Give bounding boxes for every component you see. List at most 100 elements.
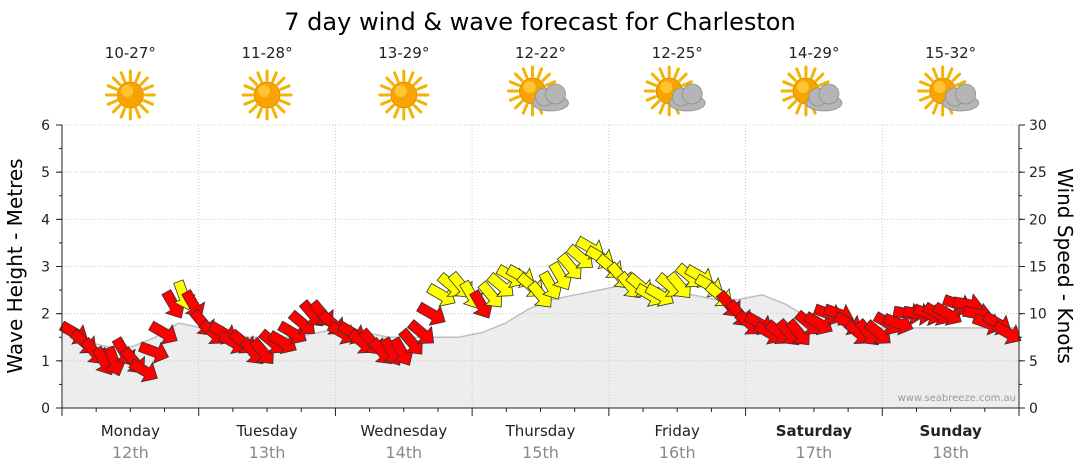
wind-arrow: [249, 336, 275, 365]
wind-arrow-shape: [486, 271, 514, 297]
partly-cloudy-icon: [643, 65, 706, 117]
sun-highlight: [933, 81, 946, 93]
sun-ray: [645, 80, 657, 87]
day-name: Saturday: [776, 422, 853, 440]
day-name: Friday: [654, 422, 700, 440]
sun-ray: [918, 95, 931, 102]
sun-ray: [142, 99, 155, 106]
sun-ray: [248, 104, 258, 114]
cloud-shape: [668, 83, 706, 112]
sun-ray: [412, 104, 423, 114]
day-name: Sunday: [919, 422, 982, 440]
wind-arrow: [803, 311, 833, 336]
wave-height-fill: [62, 285, 1019, 408]
day-name: Monday: [101, 422, 160, 440]
sun-ray: [521, 103, 529, 115]
wind-arrow: [556, 251, 582, 280]
wind-arrow: [398, 327, 423, 355]
temp-range: 15-32°: [925, 44, 976, 62]
sun-ray: [380, 99, 392, 106]
wind-arrow-shape: [785, 318, 811, 346]
sun-ray: [243, 84, 255, 91]
wind-arrow: [426, 282, 456, 307]
temp-range: 12-25°: [652, 44, 703, 62]
sun-ray: [508, 95, 521, 102]
wind-arrows: [58, 235, 1022, 383]
temp-range: 13-29°: [378, 44, 429, 62]
sun-ray: [139, 104, 149, 114]
partly-cloudy-icon: [507, 65, 569, 117]
temp-range: 11-28°: [242, 44, 293, 62]
sun-ray: [810, 67, 817, 79]
wind-arrow: [991, 320, 1022, 345]
wind-arrow-shape: [138, 341, 169, 364]
left-tick-label: 2: [41, 307, 50, 323]
sun-ray: [521, 67, 529, 79]
sun-ray: [514, 100, 524, 110]
sun-highlight: [660, 81, 673, 93]
sun-ray: [134, 107, 142, 119]
sun-ray: [918, 80, 931, 87]
wind-arrow-shape: [267, 330, 297, 355]
sun-ray: [271, 71, 278, 83]
axes: 0 1 2 3 4 5 6 0 5 10 15 20 25 30: [41, 118, 1047, 417]
sun-ray: [385, 76, 395, 86]
sun-ray: [924, 72, 934, 82]
left-tick-label: 3: [41, 260, 50, 276]
left-tick-label: 0: [41, 401, 50, 417]
sun-ray: [650, 72, 661, 82]
wind-arrow: [666, 270, 691, 299]
sun-ray: [795, 103, 802, 115]
left-tick-label: 4: [41, 212, 50, 228]
sun-ray: [536, 67, 544, 79]
sun-ray: [393, 71, 400, 83]
day-name: Tuesday: [236, 422, 298, 440]
wind-arrow: [785, 318, 811, 346]
sun-ray: [106, 99, 118, 106]
left-axis-title: Wave Height - Metres: [3, 158, 27, 373]
sun-ray: [673, 67, 680, 79]
sun-ray: [645, 95, 657, 102]
day-labels: Monday 12th Tuesday 13th Wednesday 14th Thursd…: [101, 422, 982, 462]
wind-arrow: [882, 313, 914, 336]
wind-arrow: [128, 358, 158, 383]
sun-ray: [946, 67, 954, 79]
cloud-part: [681, 83, 703, 105]
right-tick-label: 15: [1029, 260, 1047, 276]
wind-arrow-shape: [666, 270, 691, 299]
wind-arrow-shape: [644, 282, 674, 307]
day-date: 17th: [796, 443, 833, 462]
sun-ray: [380, 84, 392, 91]
temp-range: 10-27°: [105, 44, 156, 62]
sun-ray: [782, 95, 794, 102]
sun-ray: [134, 71, 142, 83]
sun-ray: [818, 80, 830, 87]
chart-title: 7 day wind & wave forecast for Charlesto…: [284, 8, 795, 36]
wind-arrow: [406, 319, 435, 344]
sun-ray: [795, 67, 802, 79]
partly-cloudy-icon: [917, 65, 980, 117]
temp-range: 14-29°: [788, 44, 839, 62]
right-tick-label: 5: [1029, 354, 1038, 370]
sun-ray: [658, 103, 665, 115]
right-tick-label: 25: [1029, 165, 1047, 181]
wind-arrow-shape: [991, 320, 1022, 345]
wind-arrow-shape: [103, 345, 127, 377]
cloud-part: [955, 83, 977, 105]
partly-cloudy-icon: [780, 65, 843, 117]
day-date: 12th: [112, 443, 149, 462]
wind-arrow-shape: [426, 282, 456, 307]
sun-ray: [544, 80, 557, 87]
sun-ray: [111, 76, 122, 86]
sun-ray: [658, 67, 665, 79]
left-tick-label: 6: [41, 118, 50, 134]
sun-ray: [508, 80, 521, 87]
wind-arrow-shape: [128, 358, 158, 383]
sun-icon: [104, 69, 156, 121]
sun-ray: [408, 71, 415, 83]
day-date: 18th: [932, 443, 969, 462]
sun-ray: [139, 76, 149, 86]
wind-arrow-shape: [249, 336, 275, 365]
sun-ray: [541, 72, 551, 82]
cloud-shape: [532, 83, 569, 112]
